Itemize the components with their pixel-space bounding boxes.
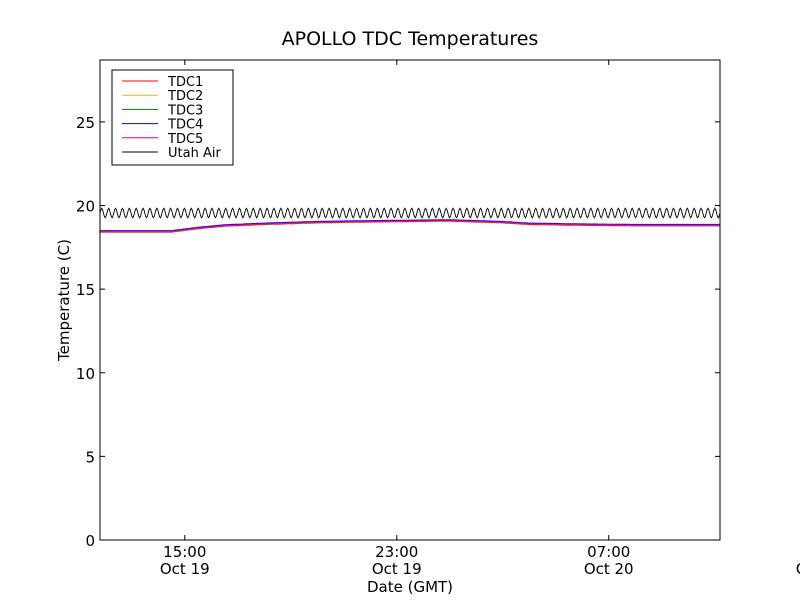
legend-box — [111, 69, 234, 166]
y-tick-label: 10 — [76, 365, 95, 383]
legend-label: TDC5 — [167, 132, 203, 147]
legend-label: TDC4 — [167, 118, 203, 133]
series-line-tdc4 — [100, 219, 720, 232]
y-axis-ticks: 0 5 10 15 20 25 — [76, 114, 720, 550]
x-tick-date-label: Oct 19 — [372, 560, 422, 578]
chart-title: APOLLO TDC Temperatures — [282, 28, 539, 50]
x-tick-date-label: Oct 20 — [796, 560, 800, 578]
y-tick-label: 25 — [76, 114, 95, 132]
legend-label: TDC1 — [167, 75, 203, 90]
x-tick-time-label: 15:00 — [163, 543, 206, 561]
legend-label: TDC3 — [167, 103, 203, 118]
x-tick-date-label: Oct 19 — [160, 560, 210, 578]
y-tick-label: 15 — [76, 281, 95, 299]
plot-frame — [99, 59, 721, 541]
series-line-utah-air — [99, 207, 721, 219]
x-axis-label: Date (GMT) — [367, 578, 453, 596]
series-layer — [99, 207, 721, 233]
x-tick-time-label: 07:00 — [587, 543, 630, 561]
series-line-tdc1 — [100, 220, 720, 233]
legend-label: Utah Air — [168, 146, 221, 161]
x-tick-date-label: Oct 20 — [584, 560, 634, 578]
x-tick-time-label: 23:00 — [375, 543, 418, 561]
y-tick-label: 0 — [85, 532, 95, 550]
y-tick-label: 5 — [85, 448, 95, 466]
y-tick-label: 20 — [76, 198, 95, 216]
y-axis-label: Temperature (C) — [55, 239, 73, 362]
series-line-tdc5 — [100, 219, 720, 232]
legend-label: TDC2 — [167, 89, 203, 104]
